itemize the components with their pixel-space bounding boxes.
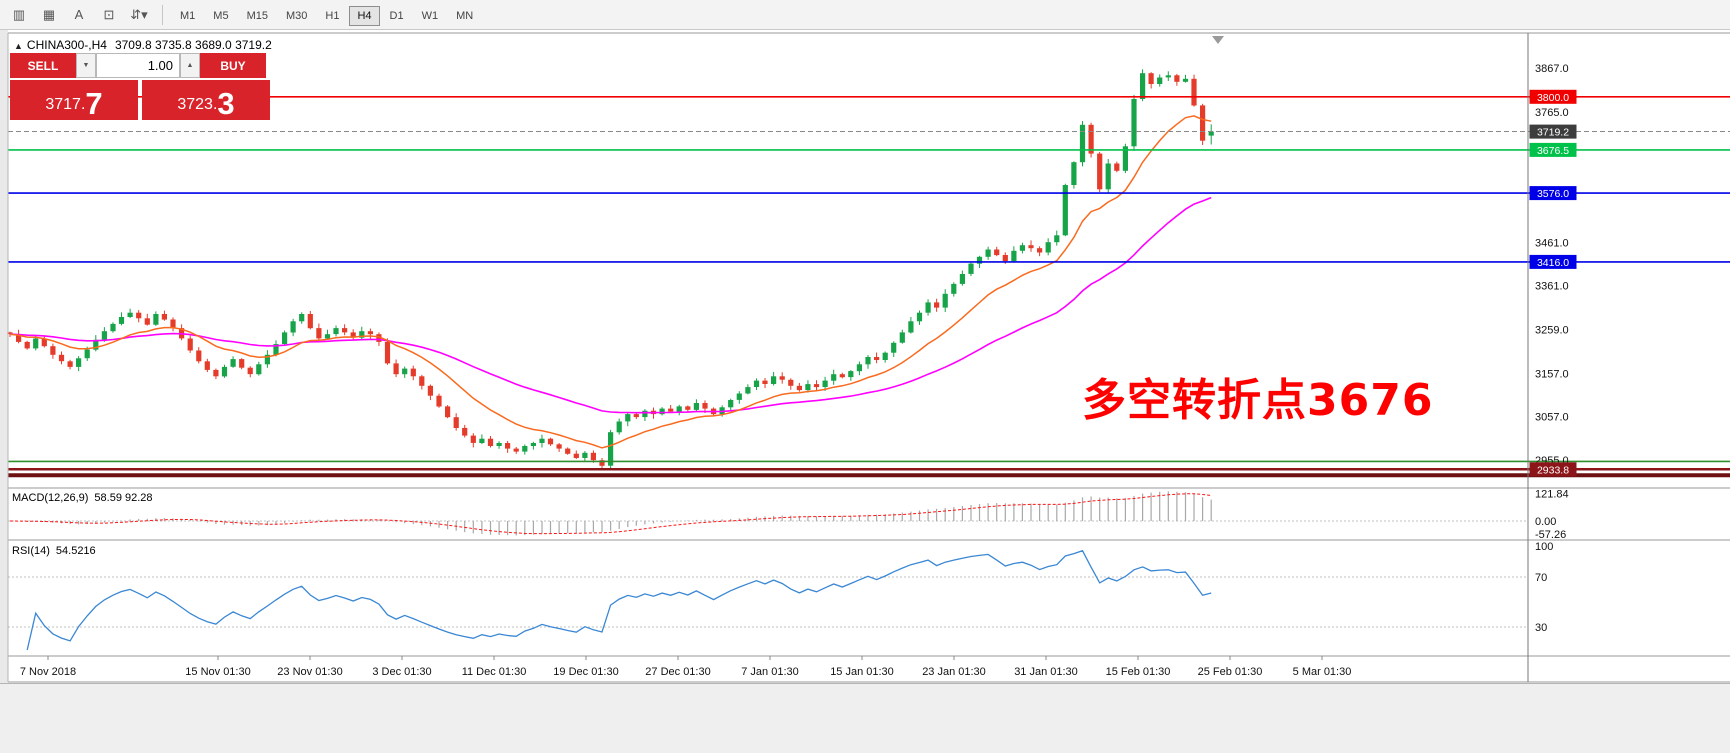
ma-slow-line — [9, 196, 1212, 414]
text-label-tool-icon[interactable]: A — [74, 6, 84, 22]
timeframe-m15[interactable]: M15 — [246, 9, 268, 22]
terminal-empty-area — [0, 683, 1730, 753]
timeframe-group: M1 M5 M15 M30 H1 H4 D1 W1 MN — [171, 5, 482, 26]
volume-stepper-icon[interactable]: ▲ — [180, 53, 200, 78]
sell-price-head: 3717. — [45, 96, 86, 113]
rsi-value: 54.5216 — [55, 545, 96, 557]
macd-axis-value: 0.00 — [1535, 516, 1556, 528]
level-label-2933.8[interactable]: 2933.8 — [1529, 462, 1577, 477]
svg-text:19 Dec 01:30: 19 Dec 01:30 — [553, 666, 618, 678]
tile-windows-icon[interactable]: ▦ — [42, 6, 56, 22]
volume-dropdown-icon[interactable]: ▼ — [76, 53, 96, 78]
macd-axis-value: -57.26 — [1535, 529, 1566, 541]
buy-price-button[interactable]: 3723. 3 — [142, 80, 270, 120]
time-axis-labels: 7 Nov 2018 15 Nov 01:30 23 Nov 01:30 3 Dec … — [20, 656, 1351, 678]
toolbar-icons: ▥ ▦ A ⊡ ⇵▾ — [4, 2, 154, 27]
macd-axis-value: 121.84 — [1535, 489, 1569, 501]
cycle-lines-tool-icon[interactable]: ⇵▾ — [130, 6, 148, 22]
svg-text:3416.0: 3416.0 — [1537, 257, 1569, 269]
price-axis[interactable] — [1528, 33, 1730, 656]
rsi-axis-value: 70 — [1535, 572, 1547, 584]
svg-text:3461.0: 3461.0 — [1535, 238, 1569, 250]
symbol-header: ▲ CHINA300-,H4 3709.8 3735.8 3689.0 3719.2 — [14, 38, 272, 52]
svg-text:3867.0: 3867.0 — [1535, 63, 1569, 75]
rsi-label: RSI(14) 54.5216 — [12, 545, 102, 557]
timeframe-d1[interactable]: D1 — [389, 9, 404, 22]
svg-text:25 Feb 01:30: 25 Feb 01:30 — [1198, 666, 1263, 678]
timeframe-h4[interactable]: H4 — [349, 5, 380, 26]
svg-text:3765.0: 3765.0 — [1535, 107, 1569, 119]
svg-text:2933.8: 2933.8 — [1537, 464, 1569, 476]
timeframe-m5[interactable]: M5 — [213, 9, 229, 22]
timeframe-w1[interactable]: W1 — [421, 9, 439, 22]
svg-text:3361.0: 3361.0 — [1535, 281, 1569, 293]
annotation-text[interactable]: 多空转折点3676 — [1082, 375, 1434, 426]
svg-text:27 Dec 01:30: 27 Dec 01:30 — [645, 666, 710, 678]
svg-text:7 Nov 2018: 7 Nov 2018 — [20, 666, 76, 678]
svg-text:3259.0: 3259.0 — [1535, 324, 1569, 336]
price-axis-ticks: 3867.0 3765.0 3461.0 3361.0 3259.0 3157.0 3057… — [1535, 63, 1569, 467]
rsi-name: RSI(14) — [12, 545, 50, 557]
toolbar-separator — [162, 4, 163, 25]
svg-text:15 Nov 01:30: 15 Nov 01:30 — [185, 666, 250, 678]
macd-histogram — [18, 491, 1212, 536]
ma-fast-line — [9, 115, 1212, 449]
rsi-axis-value: 100 — [1535, 541, 1553, 553]
macd-name: MACD(12,26,9) — [12, 492, 89, 504]
buy-price-big-digit: 3 — [217, 86, 235, 121]
svg-text:23 Jan 01:30: 23 Jan 01:30 — [922, 666, 986, 678]
svg-text:7 Jan 01:30: 7 Jan 01:30 — [741, 666, 799, 678]
ohlc-readout: 3709.8 3735.8 3689.0 3719.2 — [114, 38, 272, 52]
sell-price-button[interactable]: 3717. 7 — [10, 80, 138, 120]
svg-text:15 Feb 01:30: 15 Feb 01:30 — [1106, 666, 1171, 678]
svg-text:3157.0: 3157.0 — [1535, 368, 1569, 380]
timeframe-mn[interactable]: MN — [456, 9, 474, 22]
symbol-title: CHINA300-,H4 — [26, 38, 107, 52]
chart-shift-marker-icon[interactable] — [1212, 36, 1224, 44]
toolbar: ▥ ▦ A ⊡ ⇵▾ M1 M5 M15 M30 H1 H4 D1 W1 MN — [0, 0, 1730, 30]
candlestick-series — [7, 69, 1214, 471]
trade-prices-row: 3717. 7 3723. 3 — [10, 80, 270, 120]
current-price-label[interactable]: 3719.2 — [1529, 124, 1577, 139]
svg-text:23 Nov 01:30: 23 Nov 01:30 — [277, 666, 342, 678]
svg-text:2955.0: 2955.0 — [1535, 455, 1569, 467]
macd-signal-line — [9, 493, 1212, 535]
frame-object-tool-icon[interactable]: ⊡ — [103, 6, 115, 22]
svg-text:3576.0: 3576.0 — [1537, 188, 1569, 200]
level-label-3800.0[interactable]: 3800.0 — [1529, 89, 1577, 104]
one-click-trading-panel: SELL ▼ ▲ BUY 3717.7 3723.3 — [10, 53, 270, 120]
volume-input[interactable] — [96, 53, 180, 78]
svg-text:5 Mar 01:30: 5 Mar 01:30 — [1293, 666, 1352, 678]
macd-values: 58.59 92.28 — [94, 492, 153, 504]
level-label-3676.5[interactable]: 3676.5 — [1529, 142, 1577, 157]
left-margin — [0, 30, 8, 753]
sell-button[interactable]: SELL — [10, 53, 76, 78]
svg-text:3800.0: 3800.0 — [1537, 92, 1569, 104]
chart-window-icon[interactable]: ▥ — [12, 6, 26, 22]
level-label-3416.0[interactable]: 3416.0 — [1529, 254, 1577, 269]
svg-text:31 Jan 01:30: 31 Jan 01:30 — [1014, 666, 1078, 678]
time-axis[interactable] — [8, 656, 1730, 682]
svg-text:11 Dec 01:30: 11 Dec 01:30 — [462, 666, 527, 678]
svg-text:3057.0: 3057.0 — [1535, 411, 1569, 423]
timeframe-m1[interactable]: M1 — [180, 9, 196, 22]
rsi-axis-value: 30 — [1535, 622, 1547, 634]
rsi-line — [26, 549, 1212, 651]
svg-text:3719.2: 3719.2 — [1537, 127, 1569, 139]
svg-text:15 Jan 01:30: 15 Jan 01:30 — [830, 666, 894, 678]
macd-label: MACD(12,26,9) 58.59 92.28 — [12, 492, 159, 504]
trade-controls-row: SELL ▼ ▲ BUY — [10, 53, 270, 78]
timeframe-m30[interactable]: M30 — [285, 9, 308, 22]
collapse-arrow-icon[interactable]: ▲ — [14, 41, 23, 51]
level-label-3576.0[interactable]: 3576.0 — [1529, 186, 1577, 200]
buy-button[interactable]: BUY — [200, 53, 266, 78]
svg-text:3676.5: 3676.5 — [1537, 145, 1569, 157]
svg-text:3 Dec 01:30: 3 Dec 01:30 — [372, 666, 431, 678]
sell-price-big-digit: 7 — [85, 86, 103, 121]
timeframe-h1[interactable]: H1 — [325, 9, 340, 22]
buy-price-head: 3723. — [177, 96, 218, 113]
